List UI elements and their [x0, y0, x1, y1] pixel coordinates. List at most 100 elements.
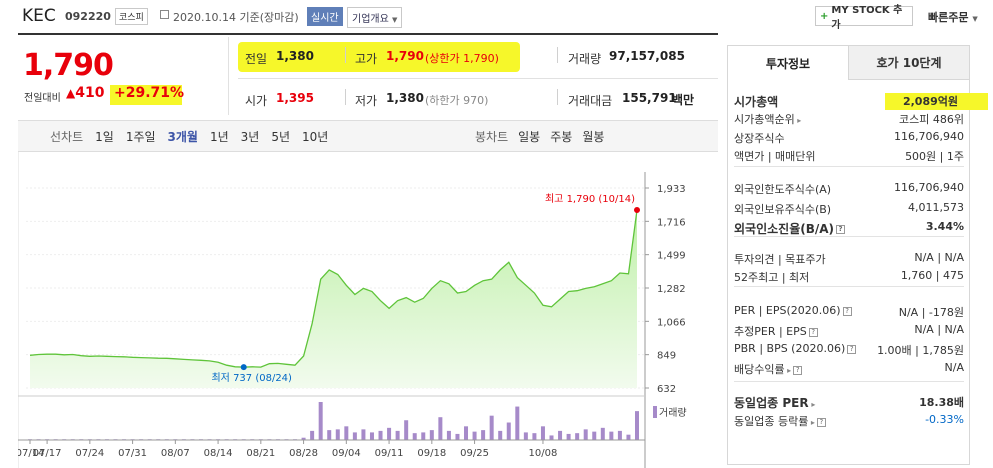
info-row-value: 4,011,573: [908, 201, 964, 214]
info-row-label: 외국인한도주식수(A): [734, 183, 832, 196]
volume-bar: [523, 432, 528, 440]
info-row: 외국인보유주식수(B) 4,011,573: [734, 201, 964, 217]
chevron-right-icon[interactable]: ▸: [808, 400, 816, 409]
tab-1w[interactable]: 1주일: [125, 130, 156, 144]
tab-5y[interactable]: 5년: [271, 130, 291, 144]
x-tick-label: 09/25: [460, 448, 489, 459]
volume-bar: [635, 411, 639, 440]
y-tick-label: 1,716: [657, 217, 686, 228]
x-tick-label: 08/28: [289, 448, 318, 459]
info-row-value: N/A | N/A: [914, 251, 964, 264]
info-row: 투자의견 | 목표주가 N/A | N/A: [734, 251, 964, 267]
info-row-label: 추정PER | EPS?: [734, 323, 818, 339]
tab-investment-info[interactable]: 투자정보: [728, 46, 848, 80]
x-tick-label: 07/24: [75, 448, 104, 459]
company-overview-button[interactable]: 기업개요 ▼: [347, 7, 403, 28]
tab-10y[interactable]: 10년: [302, 130, 329, 144]
chevron-right-icon[interactable]: ▸: [808, 418, 815, 427]
help-icon[interactable]: ?: [808, 327, 818, 337]
volume-label: 거래량: [568, 52, 602, 66]
info-row-label: PER | EPS(2020.06)?: [734, 304, 852, 320]
tab-order-book[interactable]: 호가 10단계: [848, 46, 969, 80]
tab-daily[interactable]: 일봉: [518, 130, 541, 144]
open-label: 시가: [245, 94, 268, 108]
help-icon[interactable]: ?: [842, 306, 852, 316]
info-row-label: 외국인보유주식수(B): [734, 203, 832, 216]
info-row: 시가총액 2,089억원: [734, 93, 988, 110]
chevron-down-icon: ▼: [972, 15, 978, 23]
price-chart: 1,933 1,716 1,499 1,282 1,066 849 632 최고 1,790 …: [18, 152, 687, 468]
tab-weekly[interactable]: 주봉: [550, 130, 573, 144]
base-date: 2020.10.14 기준(장마감): [173, 11, 299, 24]
high-value: 1,790: [386, 49, 424, 63]
x-tick-label: 10/08: [529, 448, 558, 459]
volume-bar: [498, 430, 503, 440]
volume-bar: [301, 437, 306, 440]
info-row: 상장주식수 116,706,940: [734, 130, 964, 146]
volume-bar: [575, 433, 580, 440]
tab-3y[interactable]: 3년: [240, 130, 260, 144]
volume-legend-swatch: [653, 406, 657, 418]
volume-bar: [583, 429, 588, 440]
open-value: 1,395: [276, 91, 314, 105]
amount-unit: 백만: [672, 93, 695, 107]
max-label: 최고 1,790 (10/14): [545, 193, 635, 205]
high-label: 고가: [355, 52, 378, 66]
realtime-button[interactable]: 실시간: [307, 7, 343, 26]
tab-monthly[interactable]: 월봉: [582, 130, 605, 144]
plus-icon: +: [820, 10, 829, 22]
help-icon[interactable]: ?: [836, 225, 846, 234]
prev-close-label: 전일: [245, 52, 268, 66]
info-row-value: 116,706,940: [894, 130, 964, 143]
amount-value: 155,791: [622, 91, 677, 105]
x-tick-label: 07/31: [118, 448, 147, 459]
x-tick-label: 08/21: [246, 448, 275, 459]
volume-bar: [446, 430, 451, 440]
investment-info-panel: 투자정보 호가 10단계 시가총액 2,089억원 시가총액순위 ▸ 코스피 486위…: [727, 45, 988, 465]
chevron-right-icon[interactable]: ▸: [784, 366, 792, 375]
volume-bar: [532, 433, 537, 440]
volume-bar: [387, 427, 392, 440]
info-row-value: 500원 | 1주: [905, 150, 964, 163]
info-row: PBR | BPS (2020.06)? 1.00배 | 1,785원: [734, 342, 964, 358]
volume-bar: [617, 430, 622, 440]
volume-bar: [421, 432, 426, 440]
chart-tabbar: [18, 120, 718, 152]
volume-bar: [481, 430, 486, 440]
change-percent: +29.71%: [110, 85, 184, 105]
line-chart-label: 선차트: [50, 130, 84, 144]
quick-order-label: 빠른주문: [928, 11, 969, 24]
info-row-label: 외국인소진율(B/A)?: [734, 220, 846, 237]
quick-order-link[interactable]: 빠른주문 ▼: [928, 9, 978, 25]
info-row-value: 1,760 | 475: [900, 269, 964, 282]
x-tick-label: 09/18: [417, 448, 446, 459]
info-row: 추정PER | EPS? N/A | N/A: [734, 323, 964, 339]
tab-1d[interactable]: 1일: [95, 130, 114, 144]
help-icon[interactable]: ?: [847, 344, 857, 354]
info-row: 외국인한도주식수(A) 116,706,940: [734, 181, 964, 197]
info-row: 동일업종 등락률 ▸? -0.33%: [734, 413, 964, 429]
lower-limit: (하한가 970): [425, 94, 489, 107]
info-row-value: 18.38배: [919, 396, 964, 409]
price-area: [30, 210, 637, 388]
min-marker: [240, 364, 247, 371]
volume-bar: [344, 426, 349, 440]
summary-highlight: [238, 42, 520, 72]
my-stock-button[interactable]: + MY STOCK 추가: [815, 5, 913, 31]
volume-bar: [361, 429, 366, 440]
info-row-label: 상장주식수: [734, 132, 785, 145]
help-icon[interactable]: ?: [816, 417, 826, 427]
x-tick-label: 07/17: [33, 448, 62, 459]
tab-1y[interactable]: 1년: [209, 130, 229, 144]
calendar-icon: [160, 10, 169, 19]
info-row-label: 시가총액순위 ▸: [734, 113, 802, 126]
panel-divider: [734, 381, 964, 382]
help-icon[interactable]: ?: [793, 365, 803, 375]
y-tick-label: 1,933: [657, 184, 686, 195]
stock-code: 092220: [65, 10, 111, 23]
volume-bar: [464, 426, 469, 440]
chevron-right-icon[interactable]: ▸: [794, 116, 802, 125]
tab-3m[interactable]: 3개월: [167, 130, 198, 144]
volume-bar: [429, 430, 434, 440]
y-tick-label: 632: [657, 384, 676, 395]
